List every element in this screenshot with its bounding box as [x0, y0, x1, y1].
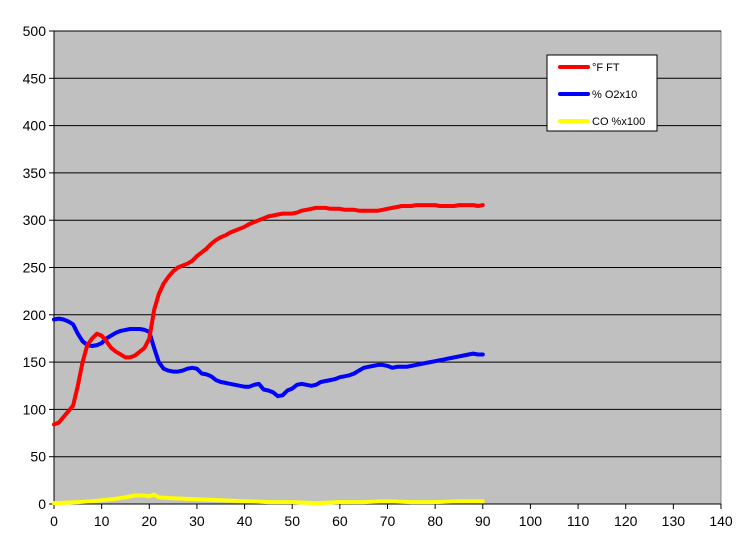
x-tick-label: 40 — [237, 513, 253, 529]
y-tick-label: 350 — [23, 165, 47, 181]
legend-label: CO %x100 — [592, 116, 645, 128]
x-tick-label: 100 — [519, 513, 543, 529]
x-tick-label: 10 — [94, 513, 110, 529]
y-tick-label: 500 — [23, 23, 47, 39]
x-tick-label: 90 — [475, 513, 491, 529]
x-axis-ticks: 0 10 20 30 40 50 60 70 80 90 100 110 120 130 140 — [50, 31, 733, 529]
x-tick-label: 80 — [427, 513, 443, 529]
x-tick-label: 20 — [141, 513, 157, 529]
y-tick-label: 250 — [23, 260, 47, 276]
legend-label: % O2x10 — [592, 89, 637, 101]
x-tick-label: 50 — [284, 513, 300, 529]
y-tick-label: 50 — [30, 449, 46, 465]
y-tick-label: 200 — [23, 307, 47, 323]
x-tick-label: 120 — [614, 513, 638, 529]
series-line-2 — [52, 492, 485, 506]
x-tick-label: 0 — [50, 513, 58, 529]
x-tick-label: 60 — [332, 513, 348, 529]
series-line-0 — [52, 203, 485, 427]
legend-label: °F FT — [592, 62, 620, 74]
legend: °F FT % O2x10 CO %x100 — [546, 54, 658, 132]
x-tick-label: 110 — [567, 513, 590, 529]
x-tick-label: 30 — [189, 513, 205, 529]
y-tick-label: 400 — [23, 118, 47, 134]
x-tick-label: 140 — [709, 513, 733, 529]
y-tick-label: 0 — [38, 496, 46, 512]
series-lines — [52, 203, 485, 506]
gridlines — [54, 30, 721, 458]
series-line-1 — [52, 316, 485, 399]
y-tick-label: 100 — [23, 401, 47, 417]
y-tick-label: 300 — [23, 212, 47, 228]
y-tick-label: 450 — [23, 70, 47, 86]
y-axis-ticks: 0 50 100 150 200 250 300 350 400 450 500 — [23, 23, 54, 512]
x-tick-label: 70 — [380, 513, 396, 529]
y-tick-label: 150 — [23, 354, 47, 370]
x-tick-label: 130 — [662, 513, 686, 529]
